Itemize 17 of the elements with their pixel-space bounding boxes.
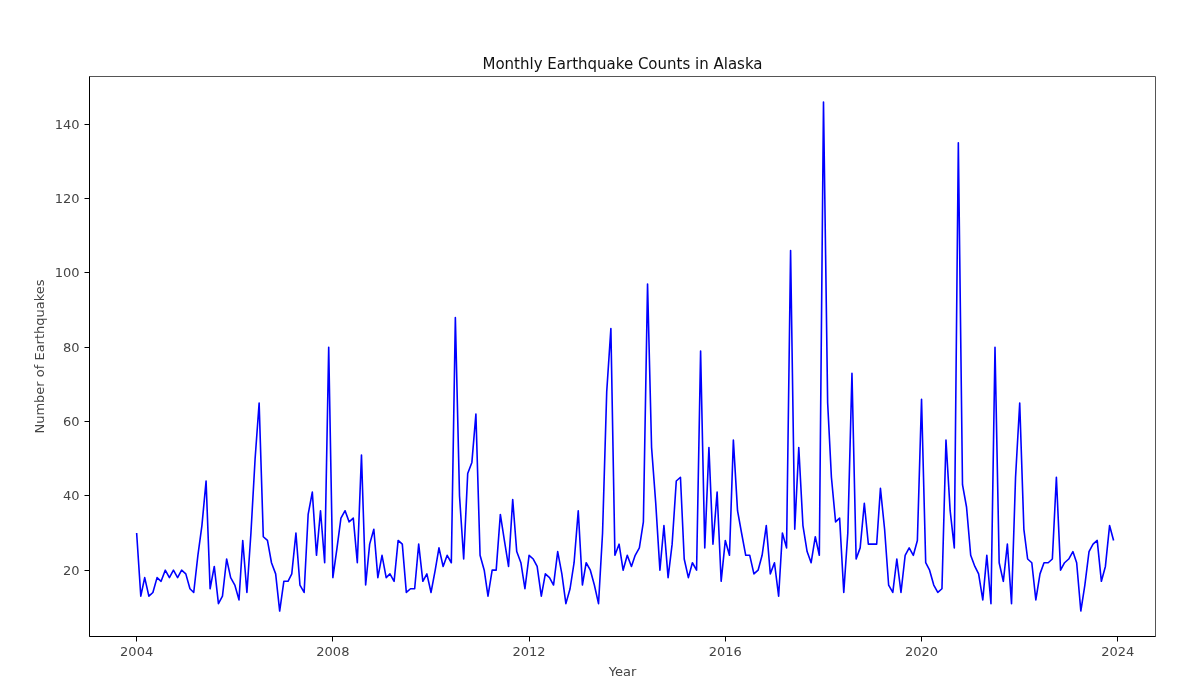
x-tick-label: 2016 (708, 643, 742, 659)
y-tick-label: 100 (54, 265, 80, 281)
x-tick-label: 2012 (512, 643, 546, 659)
x-tick-label: 2004 (120, 643, 154, 659)
chart-title: Monthly Earthquake Counts in Alaska (482, 54, 763, 73)
y-tick-label: 80 (62, 339, 80, 355)
x-tick-label: 2020 (904, 643, 939, 659)
y-tick-label: 140 (54, 116, 80, 132)
y-axis-title: Number of Earthquakes (31, 279, 47, 434)
line-series (135, 101, 1115, 612)
y-tick-label: 20 (62, 562, 80, 578)
y-tick-label: 40 (62, 488, 80, 504)
x-axis-title: Year (607, 663, 637, 679)
y-tick-label: 60 (62, 414, 80, 430)
x-tick-label: 2024 (1101, 643, 1135, 659)
y-tick-label: 120 (54, 191, 80, 207)
x-tick-label: 2008 (316, 643, 350, 659)
